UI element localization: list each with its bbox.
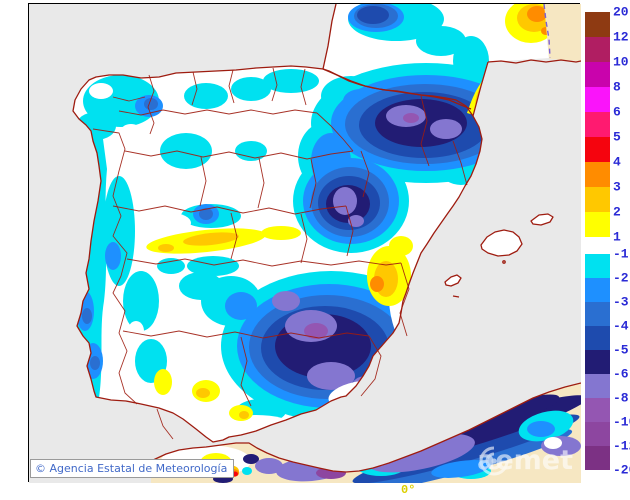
legend-boundary-label: 20 [613,4,629,20]
roussillon-coast [472,61,489,117]
legend-boundary-label: 3 [613,179,621,195]
aemet-watermark: aemet [477,445,573,476]
legend-boundary-label: 12 [613,29,629,45]
legend-color-block [585,12,610,37]
attribution: © Agencia Estatal de Meteorología [30,459,235,478]
legend-color-block [585,254,610,278]
legend-boundary-label: 2 [613,204,621,220]
legend-color-block [585,212,610,237]
legend-color-block [585,398,610,422]
legend-color-block [585,62,610,87]
legend-boundary-label: -20 [613,462,630,478]
pyrenees-border [322,68,472,110]
legend-color-block [585,302,610,326]
legend-boundary-label: -3 [613,294,629,310]
legend-blocks [585,12,610,470]
legend-boundary-label: 6 [613,104,621,120]
legend-boundary-label: 4 [613,154,621,170]
legend-color-block [585,350,610,374]
legend-color-block [585,278,610,302]
france-out-of-domain [544,4,581,61]
legend-boundary-label: 1 [613,229,621,245]
france-atlantic-coast [322,4,337,70]
legend-color-block [585,374,610,398]
legend-color-block [585,422,610,446]
legend-color-block [585,237,610,254]
aemet-logo-icon [479,446,509,476]
legend-color-block [585,446,610,470]
legend-color-block [585,162,610,187]
legend-boundary-label: 10 [613,54,629,70]
france-med-coast [487,59,581,64]
legend-color-block [585,187,610,212]
map-frame: © Agencia Estatal de Meteorología aemet [28,3,581,483]
legend-boundary-label: -8 [613,390,629,406]
meridian-label: 0° [401,483,416,497]
balearic-islands [444,213,554,298]
legend-color-block [585,137,610,162]
anomaly-map-canvas [29,4,581,483]
legend-color-block [585,326,610,350]
legend-boundary-label: -1 [613,246,629,262]
legend-boundary-label: -10 [613,414,630,430]
legend-boundary-label: -6 [613,366,629,382]
legend-color-block [585,37,610,62]
legend-boundary-label: -5 [613,342,629,358]
legend-boundary-label: 5 [613,129,621,145]
province-borders [92,67,468,440]
legend-boundary-label: -12 [613,438,630,454]
legend-color-block [585,112,610,137]
legend-boundary-label: -4 [613,318,629,334]
legend-boundary-label: -2 [613,270,629,286]
legend-color-block [585,87,610,112]
legend-boundary-label: 8 [613,79,621,95]
